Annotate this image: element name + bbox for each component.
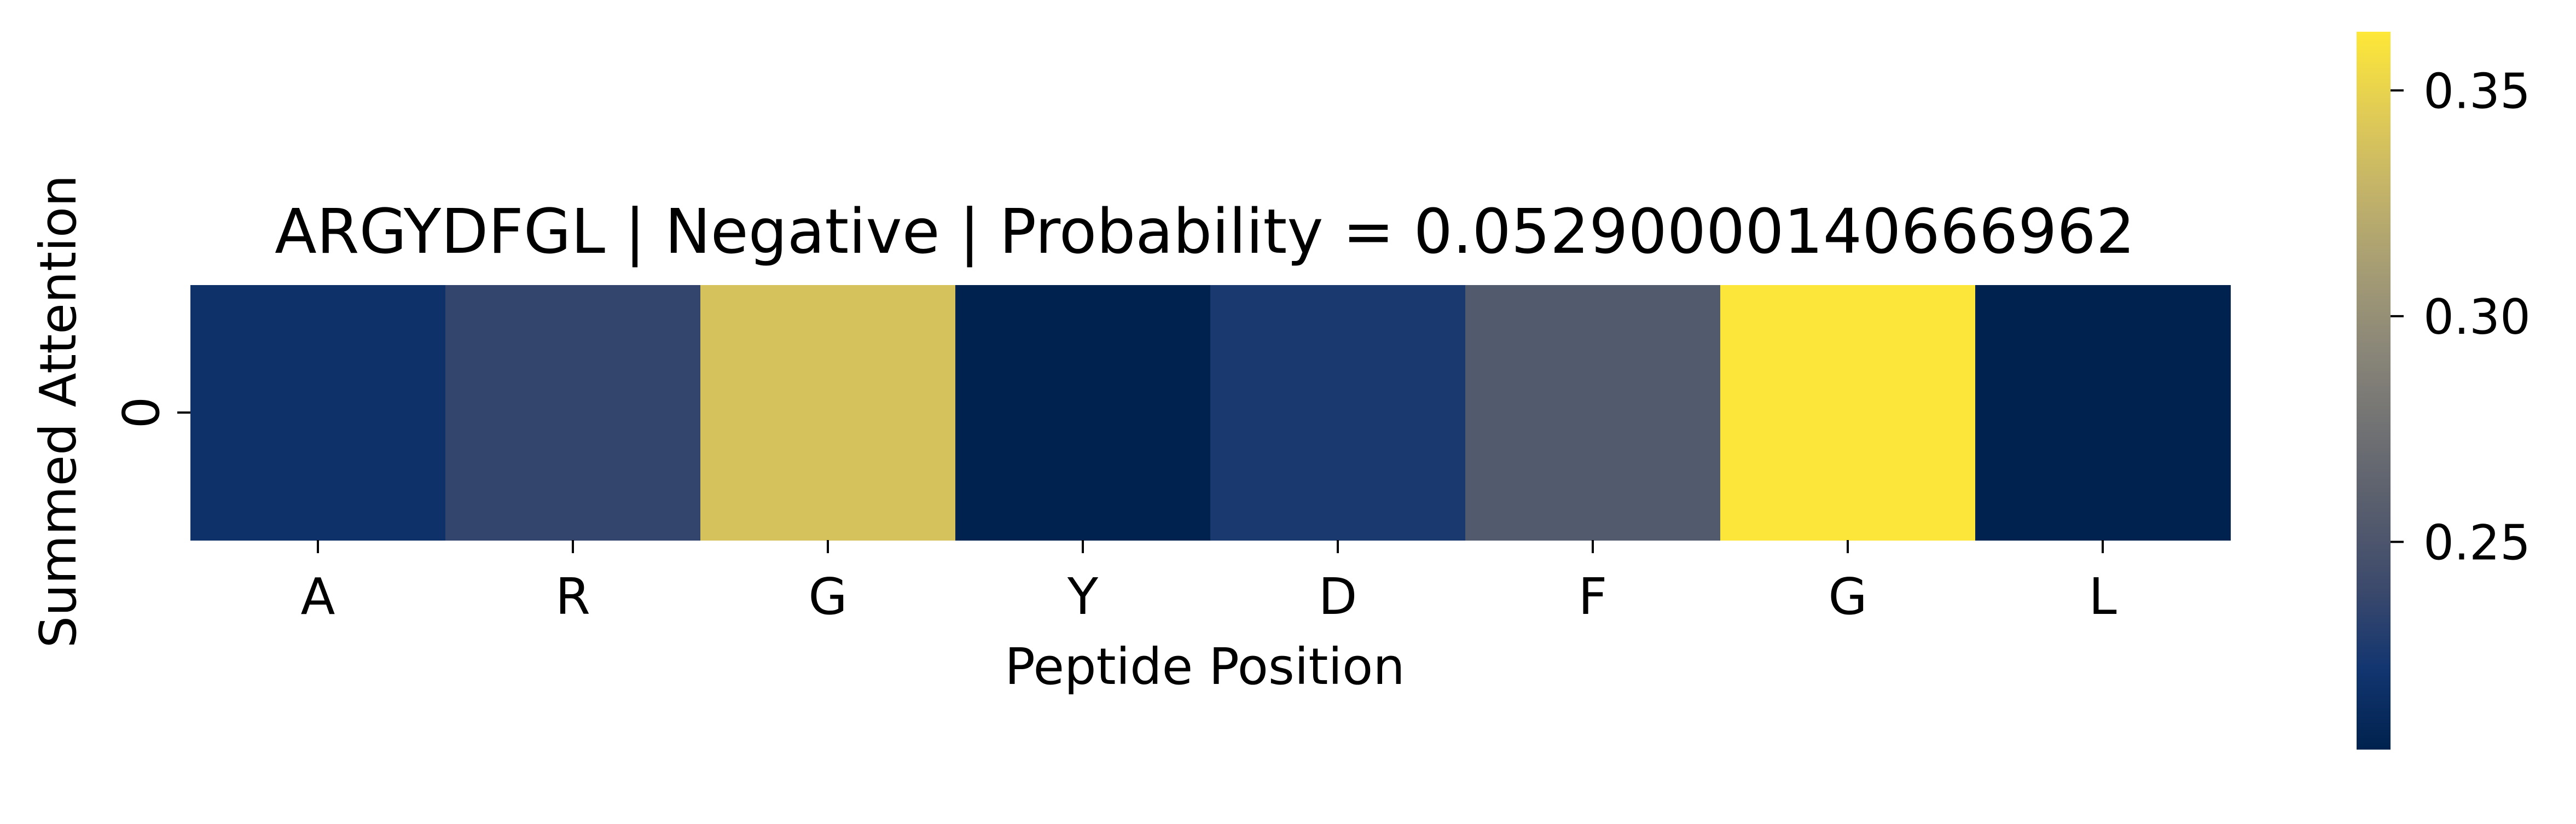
x-tick-label: D — [1319, 567, 1357, 626]
heatmap-cell — [700, 285, 956, 541]
heatmap-cell — [1975, 285, 2231, 541]
colorbar — [2357, 32, 2391, 750]
x-tick-label: L — [2088, 567, 2116, 626]
chart-title: ARGYDFGL | Negative | Probability = 0.05… — [275, 196, 2135, 268]
heatmap-cell — [445, 285, 701, 541]
x-tick-label: F — [1579, 567, 1608, 626]
heatmap-cell — [1720, 285, 1976, 541]
colorbar-tick-label: 0.35 — [2423, 63, 2531, 119]
x-tick-label: Y — [1067, 567, 1099, 626]
colorbar-ticks: 0.25 0.30 0.35 — [2391, 63, 2531, 571]
y-tick-label: 0 — [112, 397, 171, 429]
x-tick-label: A — [301, 567, 335, 626]
heatmap-cell — [190, 285, 446, 541]
heatmap-cells — [190, 285, 2231, 541]
colorbar-tick-label: 0.25 — [2423, 514, 2531, 571]
x-tick-label: G — [808, 567, 847, 626]
y-axis-ticks: 0 — [112, 397, 190, 429]
y-axis-label: Summed Attention — [29, 175, 88, 648]
colorbar-tick-label: 0.30 — [2423, 289, 2531, 345]
x-axis-label: Peptide Position — [1005, 637, 1405, 696]
heatmap-cell — [1465, 285, 1721, 541]
heatmap-cell — [955, 285, 1211, 541]
x-tick-label: R — [555, 567, 590, 626]
heatmap-cell — [1210, 285, 1466, 541]
x-tick-label: G — [1828, 567, 1867, 626]
